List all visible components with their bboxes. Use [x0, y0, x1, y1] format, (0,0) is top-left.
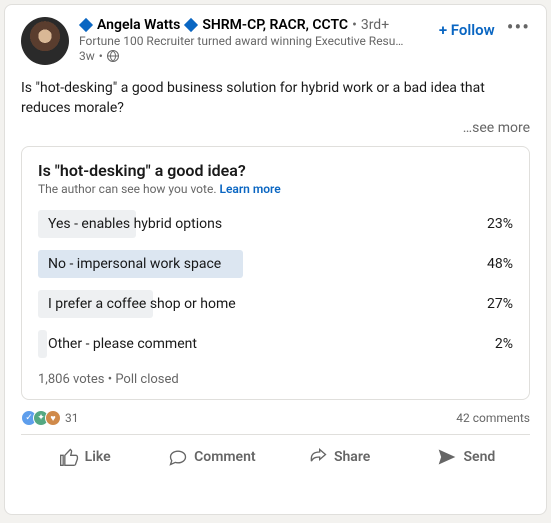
like-button[interactable]: Like — [21, 435, 148, 479]
header-main: Angela Watts SHRM-CP, RACR, CCTC • 3rd+ … — [79, 17, 429, 63]
poll-option-label: I prefer a coffee shop or home — [38, 296, 236, 312]
share-label: Share — [334, 449, 370, 465]
send-button[interactable]: Send — [403, 435, 530, 479]
poll-subtitle-text: The author can see how you vote. — [38, 182, 219, 196]
poll-option-pct: 23% — [477, 216, 513, 232]
poll-bar: Yes - enables hybrid options — [38, 210, 465, 238]
poll-subtitle: The author can see how you vote. Learn m… — [38, 182, 513, 196]
globe-icon — [107, 50, 119, 62]
poll-option-label: No - impersonal work space — [38, 256, 221, 272]
comment-label: Comment — [194, 449, 255, 465]
poll-meta: 1,806 votes • Poll closed — [38, 372, 513, 387]
author-name: Angela Watts — [97, 17, 180, 33]
share-icon — [308, 447, 328, 467]
premium-badge-icon — [79, 18, 93, 32]
social-row: ✓✦♥ 31 42 comments — [21, 410, 530, 426]
author-headline: Fortune 100 Recruiter turned award winni… — [79, 34, 429, 48]
reaction-count: 31 — [65, 411, 79, 425]
post-text: Is "hot-desking" a good business solutio… — [21, 79, 530, 118]
poll-option[interactable]: Other - please comment 2% — [38, 330, 513, 358]
follow-button[interactable]: + Follow — [439, 21, 495, 39]
author-name-line[interactable]: Angela Watts SHRM-CP, RACR, CCTC • 3rd+ — [79, 17, 429, 33]
poll-container: Is "hot-desking" a good idea? The author… — [21, 146, 530, 400]
poll-bar: Other - please comment — [38, 330, 465, 358]
reactions[interactable]: ✓✦♥ 31 — [21, 410, 79, 426]
comment-count[interactable]: 42 comments — [456, 411, 530, 425]
like-label: Like — [85, 449, 111, 465]
poll-title: Is "hot-desking" a good idea? — [38, 161, 513, 180]
premium-badge-icon — [184, 18, 198, 32]
thumbs-up-icon — [59, 447, 79, 467]
poll-option-pct: 27% — [477, 296, 513, 312]
poll-option[interactable]: No - impersonal work space 48% — [38, 250, 513, 278]
separator: • — [352, 17, 357, 33]
action-bar: Like Comment Share Send — [21, 434, 530, 479]
author-avatar[interactable] — [21, 17, 69, 65]
reaction-icon: ♥ — [45, 410, 61, 426]
connection-degree: 3rd+ — [361, 17, 389, 33]
poll-bar: No - impersonal work space — [38, 250, 465, 278]
poll-option-pct: 48% — [477, 256, 513, 272]
comment-icon — [168, 447, 188, 467]
post-time-row: 3w • — [79, 49, 429, 63]
post-header: Angela Watts SHRM-CP, RACR, CCTC • 3rd+ … — [21, 17, 530, 65]
post-card: Angela Watts SHRM-CP, RACR, CCTC • 3rd+ … — [4, 4, 547, 515]
learn-more-link[interactable]: Learn more — [219, 182, 280, 196]
poll-option[interactable]: I prefer a coffee shop or home 27% — [38, 290, 513, 318]
poll-options: Yes - enables hybrid options 23% No - impe… — [38, 210, 513, 358]
share-button[interactable]: Share — [276, 435, 403, 479]
separator: • — [99, 49, 103, 63]
post-time: 3w — [79, 49, 95, 63]
header-actions: + Follow ••• — [439, 17, 530, 43]
reaction-icons: ✓✦♥ — [21, 410, 61, 426]
poll-option-label: Other - please comment — [38, 336, 197, 352]
comment-button[interactable]: Comment — [148, 435, 275, 479]
see-more-button[interactable]: …see more — [21, 120, 530, 136]
send-label: Send — [463, 449, 495, 465]
more-menu-button[interactable]: ••• — [507, 17, 530, 43]
send-icon — [437, 447, 457, 467]
poll-option-pct: 2% — [477, 336, 513, 352]
author-credentials: SHRM-CP, RACR, CCTC — [202, 17, 348, 33]
poll-bar: I prefer a coffee shop or home — [38, 290, 465, 318]
poll-option[interactable]: Yes - enables hybrid options 23% — [38, 210, 513, 238]
poll-option-label: Yes - enables hybrid options — [38, 216, 222, 232]
